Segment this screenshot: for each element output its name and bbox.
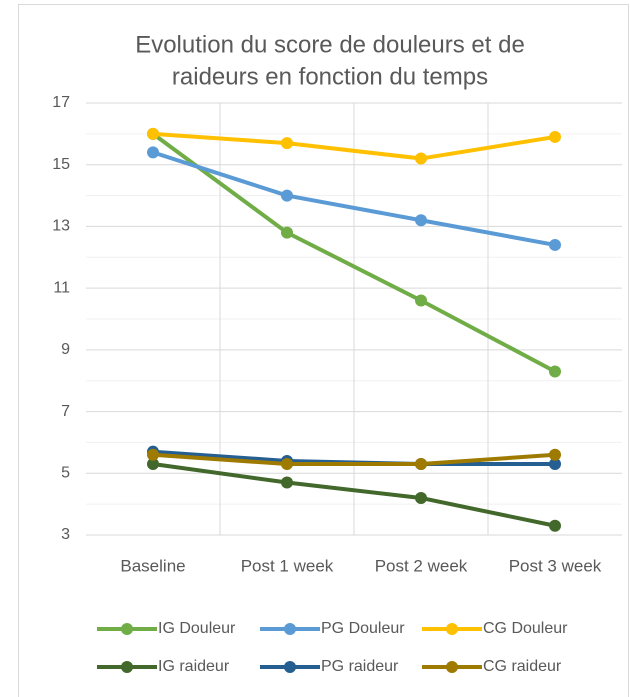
chart-title: raideurs en fonction du temps: [172, 63, 488, 90]
series-line: [152, 462, 556, 528]
point: [147, 146, 159, 159]
point: [281, 137, 293, 150]
point: [281, 226, 293, 239]
y-tick-label: 9: [61, 341, 70, 358]
point: [415, 491, 427, 504]
series-line: [152, 150, 556, 247]
point: [549, 519, 561, 532]
y-tick-label: 13: [52, 218, 70, 235]
legend-marker: [121, 623, 133, 635]
legend-label: CG raideur: [483, 658, 562, 675]
point: [549, 448, 561, 461]
x-tick-label: Post 1 week: [241, 556, 334, 575]
x-tick-label: Baseline: [120, 556, 185, 575]
legend-label: PG Douleur: [321, 620, 405, 637]
series-line: [152, 131, 556, 161]
point: [415, 214, 427, 227]
series-line: [151, 132, 556, 374]
y-tick-label: 15: [52, 156, 70, 173]
chart-frame: [18, 4, 629, 697]
legend-marker: [446, 623, 458, 635]
point: [281, 476, 293, 489]
y-tick-label: 11: [53, 279, 70, 296]
legend-marker: [284, 661, 296, 673]
point: [147, 448, 159, 461]
point: [415, 458, 427, 471]
series-line: [152, 452, 556, 467]
point: [281, 458, 293, 471]
x-tick-label: Post 2 week: [375, 556, 468, 575]
legend-label: IG Douleur: [158, 620, 236, 637]
point: [549, 365, 561, 378]
point: [549, 238, 561, 251]
chart-title: Evolution du score de douleurs et de: [135, 31, 525, 58]
point: [549, 458, 561, 471]
point: [147, 127, 159, 140]
legend-marker: [121, 661, 133, 673]
x-tick-label: Post 3 week: [509, 556, 602, 575]
point: [415, 294, 427, 307]
legend-marker: [284, 623, 296, 635]
y-tick-label: 3: [61, 526, 70, 543]
y-tick-label: 17: [52, 94, 70, 111]
y-tick-label: 5: [61, 465, 70, 482]
legend-label: PG raideur: [321, 658, 399, 675]
point: [281, 189, 293, 202]
point: [549, 130, 561, 143]
legend-marker: [446, 661, 458, 673]
y-tick-label: 7: [61, 403, 70, 420]
legend-label: IG raideur: [158, 658, 230, 675]
legend-label: CG Douleur: [483, 620, 568, 637]
point: [415, 152, 427, 165]
point: [147, 458, 159, 471]
